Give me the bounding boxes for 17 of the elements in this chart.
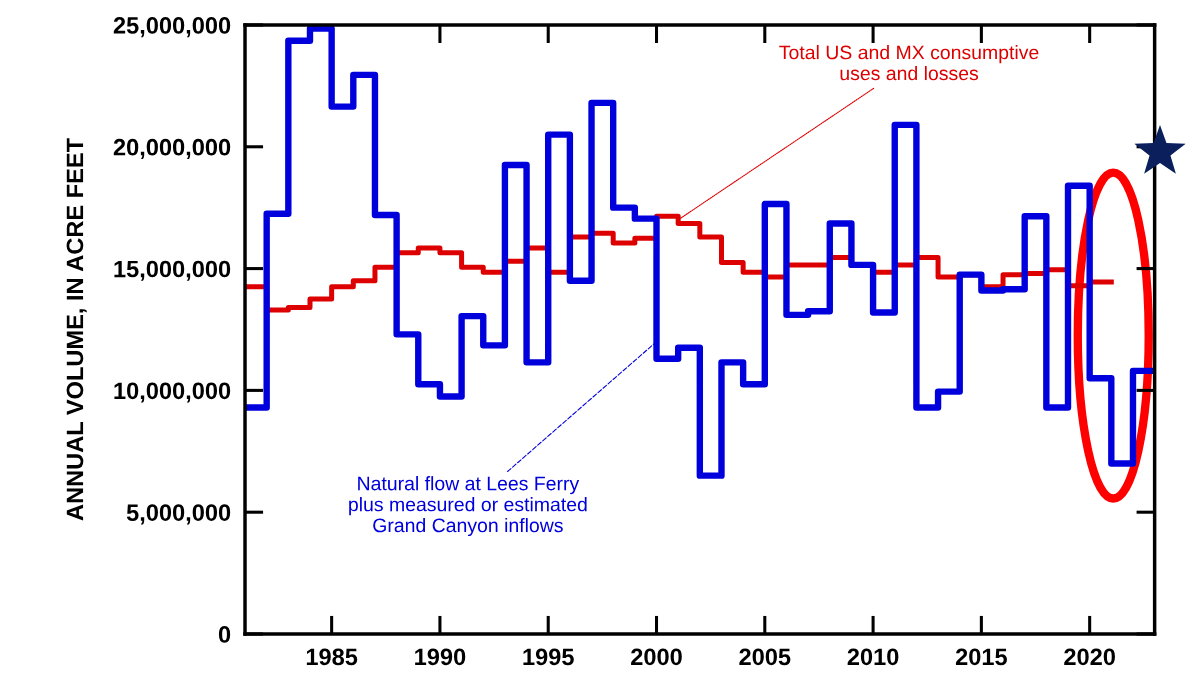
y-tick-label: 25,000,000 — [113, 17, 231, 38]
y-tick-label: 20,000,000 — [113, 138, 231, 159]
annotation: Total US and MX consumptive uses and losses — [779, 45, 1039, 81]
x-tick-label: 2000 — [631, 648, 682, 666]
y-tick-label: 5,000,000 — [126, 504, 231, 525]
x-tick-label: 2015 — [955, 648, 1007, 666]
x-tick-label: 1985 — [306, 648, 358, 666]
x-tick-label: 2010 — [847, 648, 899, 666]
x-tick-label: 1990 — [415, 648, 466, 666]
x-tick-label: 1995 — [523, 648, 574, 666]
y-tick-label: 10,000,000 — [114, 382, 231, 403]
x-tick-label: 2020 — [1064, 648, 1115, 666]
y-axis-title: ANNUAL VOLUME, IN ACRE FEET — [66, 138, 87, 521]
y-tick-label: 15,000,000 — [114, 260, 231, 281]
annotation: Natural flow at Lees Ferry plus measured or estimated Grand Canyon inflows — [349, 476, 587, 537]
y-tick-label: 0 — [218, 626, 231, 643]
x-tick-label: 2005 — [739, 648, 791, 666]
